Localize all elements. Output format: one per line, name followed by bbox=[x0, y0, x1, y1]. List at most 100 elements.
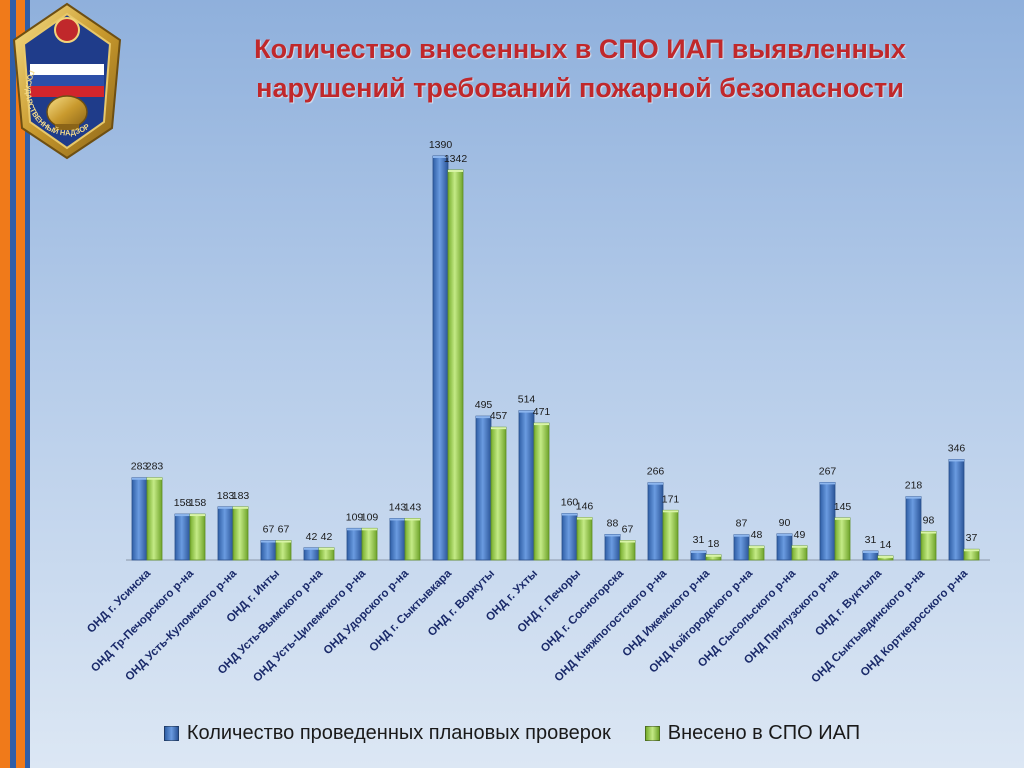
data-label: 266 bbox=[647, 466, 665, 478]
bar-highlight bbox=[218, 506, 233, 509]
bar-highlight bbox=[390, 518, 405, 521]
bar-highlight bbox=[734, 534, 749, 537]
bar-series-2 bbox=[791, 545, 808, 561]
bar-highlight bbox=[648, 482, 663, 485]
bar-series-2 bbox=[533, 422, 550, 561]
data-label: 67 bbox=[263, 524, 275, 536]
fire-supervision-emblem-icon: ГОСУДАРСТВЕННЫЙ НАДЗОР bbox=[12, 2, 122, 160]
bar-series-2 bbox=[404, 518, 421, 561]
x-tick-label: ОНД г. Сосногорска bbox=[539, 567, 627, 655]
bar-highlight bbox=[792, 545, 807, 548]
bar-highlight bbox=[175, 514, 190, 517]
data-label: 49 bbox=[794, 529, 806, 541]
legend-item-series-1: Количество проведенных плановых проверок bbox=[163, 722, 611, 745]
data-label: 31 bbox=[693, 534, 705, 546]
bar-highlight bbox=[405, 518, 420, 521]
data-label: 218 bbox=[905, 480, 923, 492]
data-label: 14 bbox=[880, 539, 892, 551]
bar-highlight bbox=[878, 555, 893, 558]
data-label: 283 bbox=[146, 461, 164, 473]
bar-highlight bbox=[949, 459, 964, 462]
legend-label-series-1: Количество проведенных плановых проверок bbox=[186, 722, 611, 744]
bar-series-2 bbox=[662, 509, 679, 561]
bar-series-1 bbox=[905, 496, 922, 561]
bar-highlight bbox=[319, 547, 334, 550]
data-label: 88 bbox=[607, 517, 619, 529]
bar-series-1 bbox=[733, 534, 750, 561]
bar-series-2 bbox=[447, 169, 464, 561]
bar-highlight bbox=[749, 546, 764, 549]
bar-series-2 bbox=[576, 517, 593, 561]
bar-highlight bbox=[906, 496, 921, 499]
bar-series-1 bbox=[432, 155, 449, 561]
bar-highlight bbox=[190, 514, 205, 517]
data-label: 87 bbox=[736, 518, 748, 530]
bar-highlight bbox=[304, 547, 319, 550]
data-label: 145 bbox=[834, 501, 852, 513]
data-label: 109 bbox=[361, 511, 379, 523]
data-label: 143 bbox=[389, 501, 407, 513]
bar-highlight bbox=[863, 550, 878, 553]
data-label: 471 bbox=[533, 406, 551, 418]
data-label: 67 bbox=[278, 524, 290, 536]
data-label: 171 bbox=[662, 493, 680, 505]
bar-series-1 bbox=[604, 534, 621, 561]
bar-series-2 bbox=[189, 513, 206, 561]
data-label: 143 bbox=[404, 501, 422, 513]
data-label: 346 bbox=[948, 442, 966, 454]
bar-series-2 bbox=[490, 426, 507, 561]
data-label: 160 bbox=[561, 496, 579, 508]
bar-series-1 bbox=[518, 410, 535, 561]
bar-series-1 bbox=[346, 527, 363, 561]
bar-highlight bbox=[835, 517, 850, 520]
bar-highlight bbox=[577, 517, 592, 520]
bar-series-1 bbox=[131, 477, 148, 561]
data-label: 67 bbox=[622, 524, 634, 536]
bar-series-1 bbox=[389, 518, 406, 561]
bar-highlight bbox=[276, 540, 291, 543]
bar-highlight bbox=[777, 533, 792, 536]
bar-highlight bbox=[706, 554, 721, 557]
legend-swatch-blue bbox=[163, 726, 179, 741]
x-tick-label: ОНД г. Сыктывкара bbox=[367, 567, 454, 654]
bar-highlight bbox=[663, 510, 678, 513]
bar-series-2 bbox=[920, 531, 937, 561]
bar-highlight bbox=[433, 156, 448, 158]
stripe-blue bbox=[10, 0, 16, 768]
stripe-blue-2 bbox=[25, 0, 30, 768]
data-label: 18 bbox=[708, 538, 720, 550]
data-label: 283 bbox=[131, 461, 149, 473]
bar-series-2 bbox=[361, 527, 378, 561]
data-label: 98 bbox=[923, 515, 935, 527]
bar-highlight bbox=[233, 506, 248, 509]
data-label: 158 bbox=[189, 497, 207, 509]
data-label: 1342 bbox=[444, 153, 468, 165]
bar-series-2 bbox=[748, 545, 765, 561]
bar-highlight bbox=[562, 513, 577, 516]
side-stripes bbox=[0, 0, 36, 768]
data-label: 158 bbox=[174, 497, 192, 509]
page-title: Количество внесенных в СПО ИАП выявленны… bbox=[170, 30, 990, 108]
bar-series-1 bbox=[174, 513, 191, 561]
x-tick-label: ОНД Удорского р-на bbox=[322, 567, 412, 657]
data-label: 495 bbox=[475, 399, 493, 411]
bar-series-1 bbox=[819, 481, 836, 561]
bar-highlight bbox=[691, 550, 706, 553]
bar-highlight bbox=[347, 528, 362, 531]
bar-series-2 bbox=[834, 517, 851, 561]
data-label: 146 bbox=[576, 501, 594, 513]
data-label: 42 bbox=[321, 531, 333, 543]
bar-series-1 bbox=[475, 415, 492, 561]
data-label: 183 bbox=[217, 490, 235, 502]
bar-series-2 bbox=[275, 540, 292, 561]
bar-series-1 bbox=[948, 459, 965, 561]
data-label: 183 bbox=[232, 490, 250, 502]
data-label: 457 bbox=[490, 410, 508, 422]
bar-highlight bbox=[820, 482, 835, 485]
data-label: 109 bbox=[346, 511, 364, 523]
bar-series-2 bbox=[619, 540, 636, 561]
bar-series-1 bbox=[561, 513, 578, 561]
data-label: 48 bbox=[751, 529, 763, 541]
stripe-orange bbox=[0, 0, 10, 768]
